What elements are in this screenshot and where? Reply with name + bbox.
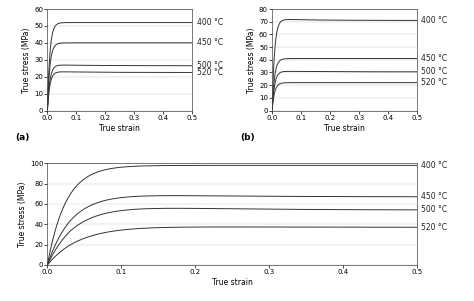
Text: 520 °C: 520 °C [421, 223, 447, 232]
Text: 450 °C: 450 °C [197, 38, 223, 47]
Text: 400 °C: 400 °C [197, 18, 223, 27]
Y-axis label: True stress (MPa): True stress (MPa) [247, 27, 256, 92]
Text: 400 °C: 400 °C [421, 16, 447, 25]
Text: 520 °C: 520 °C [421, 78, 447, 87]
X-axis label: True strain: True strain [212, 278, 253, 287]
Text: 450 °C: 450 °C [421, 54, 447, 63]
Y-axis label: True stress (MPa): True stress (MPa) [18, 182, 27, 247]
X-axis label: True strain: True strain [100, 123, 140, 132]
Text: (a): (a) [16, 133, 30, 142]
X-axis label: True strain: True strain [324, 123, 365, 132]
Text: 500 °C: 500 °C [421, 67, 447, 76]
Text: 500 °C: 500 °C [421, 205, 447, 214]
Text: (b): (b) [240, 133, 255, 142]
Text: 400 °C: 400 °C [421, 161, 447, 170]
Text: 450 °C: 450 °C [421, 192, 447, 201]
Text: 520 °C: 520 °C [197, 68, 223, 77]
Text: 500 °C: 500 °C [197, 61, 223, 70]
Y-axis label: True stress (MPa): True stress (MPa) [22, 27, 31, 92]
